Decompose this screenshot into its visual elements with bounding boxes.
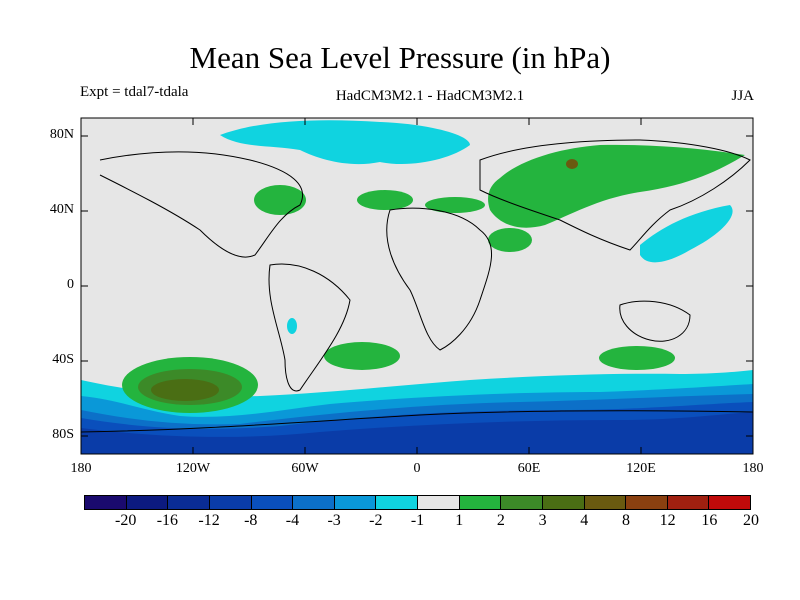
colorbar-swatch — [333, 496, 376, 509]
middle-east-anomaly — [488, 228, 532, 252]
colorbar-label: 8 — [621, 512, 630, 529]
colorbar-swatch — [625, 496, 667, 509]
colorbar-swatch — [500, 496, 542, 509]
eurasia-anomaly-core — [566, 159, 578, 169]
colorbar-swatch — [375, 496, 417, 509]
map-title: Mean Sea Level Pressure (in hPa) — [189, 40, 611, 75]
colorbar-label: -4 — [285, 512, 300, 529]
experiment-label: Expt = tdal7-tdala — [80, 84, 189, 100]
north-america-anomaly — [254, 185, 306, 215]
small-negative-patch — [287, 318, 297, 334]
lon-tick-label: 120W — [175, 461, 211, 476]
eurasia-anomaly — [488, 144, 745, 228]
colorbar-label: -2 — [369, 512, 383, 529]
lon-tick-label: 180 — [70, 461, 92, 476]
colorbar-label: -3 — [327, 512, 341, 529]
north-atlantic-anomaly — [357, 190, 413, 210]
colorbar-swatch — [125, 496, 168, 509]
coastlines — [81, 139, 753, 433]
west-pacific-anomaly — [640, 205, 733, 263]
models-label: HadCM3M2.1 - HadCM3M2.1 — [335, 88, 525, 104]
colorbar-label: 20 — [743, 512, 759, 529]
lat-tick-label: 40S — [52, 352, 74, 367]
colorbar-swatch — [541, 496, 584, 509]
pacific-anomaly-3 — [151, 379, 219, 401]
season-label: JJA — [731, 88, 754, 104]
south-atlantic-anomaly — [324, 342, 400, 370]
anomaly-fields — [81, 120, 753, 454]
lon-tick-label: 180 — [742, 461, 764, 476]
colorbar-label: 3 — [538, 512, 547, 529]
colorbar-label: -12 — [198, 512, 220, 529]
colorbar-label: 2 — [496, 512, 505, 529]
lat-tick-label: 40N — [49, 202, 74, 217]
colorbar-swatch — [208, 496, 251, 509]
axis-ticks — [81, 118, 753, 454]
colorbar-swatch — [250, 496, 293, 509]
mediterranean-anomaly — [425, 197, 485, 213]
lon-tick-label: 120E — [626, 461, 656, 476]
colorbar-swatch — [417, 496, 459, 509]
colorbar-label: 4 — [580, 512, 589, 529]
colorbar-label: -16 — [156, 512, 179, 529]
colorbar-swatch — [85, 496, 126, 509]
lon-tick-label: 60W — [291, 461, 319, 476]
colorbar-label: 1 — [455, 512, 464, 529]
lon-tick-label: 60E — [517, 461, 541, 476]
arctic-anomaly — [220, 120, 470, 165]
colorbar-swatch — [167, 496, 209, 509]
colorbar-label: -8 — [244, 512, 258, 529]
colorbar-swatch — [583, 496, 626, 509]
colorbar-swatch — [708, 496, 750, 509]
colorbar-swatch — [292, 496, 334, 509]
lat-tick-label: 0 — [67, 277, 74, 292]
southern-band-minus8 — [81, 412, 753, 454]
colorbar-label: 16 — [701, 512, 718, 529]
colorbar-swatch — [458, 496, 501, 509]
colorbar-label: 12 — [659, 512, 676, 529]
south-indian-anomaly — [599, 346, 675, 370]
colorbar-swatch — [666, 496, 709, 509]
colorbar-label: -1 — [410, 512, 425, 529]
colorbar — [84, 495, 751, 510]
colorbar-label: -20 — [115, 512, 137, 529]
lon-tick-label: 0 — [413, 461, 421, 476]
lat-tick-label: 80S — [52, 427, 74, 442]
lat-tick-label: 80N — [49, 127, 74, 142]
